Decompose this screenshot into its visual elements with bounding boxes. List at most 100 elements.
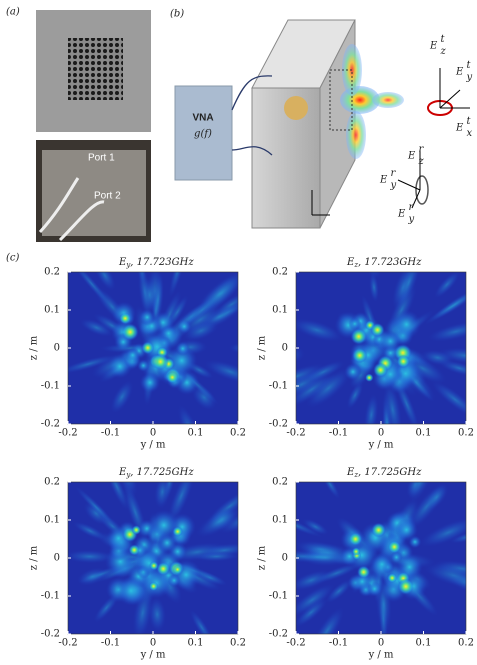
field-subscript: y: [390, 180, 397, 191]
field-subscript: y: [466, 72, 473, 83]
y-tick-label: -0.2: [269, 419, 288, 430]
x-tick-label: -0.2: [58, 638, 77, 649]
field-symbol: E: [455, 67, 464, 78]
field-superscript: t: [467, 60, 472, 71]
heatmap-peak: [365, 374, 373, 382]
heatmap-blob: [344, 363, 361, 380]
x-tick-label: -0.1: [329, 638, 348, 649]
y-tick-label: 0: [282, 553, 288, 564]
x-tick-label: 0.2: [230, 638, 246, 649]
scatterer: [284, 96, 308, 120]
x-tick-label: 0.1: [416, 638, 432, 649]
figure: (a) (b) (c) Port 1 Port 2 VNA g(f) EtzEt…: [0, 0, 477, 665]
heatmap-peak: [149, 561, 158, 570]
heatmap-peak: [373, 363, 388, 378]
heatmap-peak: [349, 532, 363, 546]
x-tick-label: -0.1: [101, 638, 120, 649]
field-superscript: r: [391, 168, 397, 179]
y-tick-label: -0.2: [41, 419, 60, 430]
heatmap-peak: [371, 523, 386, 538]
title-rest: , 17.723GHz: [358, 257, 422, 268]
heatmap-peak: [119, 312, 131, 324]
polarization-ellipse: [416, 176, 428, 204]
x-tick-label: -0.1: [329, 428, 348, 439]
field-subscript: x: [467, 128, 473, 139]
photo-metasurface: [68, 38, 123, 100]
x-tick-label: -0.2: [58, 428, 77, 439]
heatmap-peak: [166, 371, 178, 383]
radiation-lobe: [372, 92, 404, 108]
y-tick-label: -0.1: [269, 381, 288, 392]
port-label: Port 2: [94, 191, 121, 202]
y-axis-label: z / m: [29, 545, 40, 570]
heatmap-peak: [132, 525, 142, 535]
field-symbol: E: [455, 123, 464, 134]
heatmap-blob: [367, 581, 382, 596]
y-axis-label: z / m: [257, 545, 268, 570]
heatmap-peak: [398, 578, 415, 595]
title-rest: , 17.725GHz: [130, 467, 194, 478]
y-tick-label: 0.2: [272, 267, 288, 278]
chart-title: Ez, 17.725GHz: [346, 467, 422, 480]
x-tick-label: 0.2: [230, 428, 246, 439]
y-tick-label: 0.1: [44, 305, 60, 316]
x-tick-label: 0: [150, 428, 156, 439]
heatmap-peak: [397, 355, 410, 368]
heatmap-blob: [116, 576, 146, 606]
radiation-lobe: [346, 111, 366, 159]
chart-title: Ey, 17.725GHz: [118, 467, 194, 480]
y-tick-label: 0.2: [44, 267, 60, 278]
heatmap-blob: [176, 341, 190, 355]
heatmap: [265, 455, 477, 658]
heatmap-peak: [149, 581, 159, 591]
x-tick-label: 0.1: [188, 638, 204, 649]
y-axis-label: z / m: [257, 335, 268, 360]
heatmap-peak: [352, 348, 367, 363]
x-tick-label: 0: [378, 638, 384, 649]
panel-label: (c): [6, 253, 20, 264]
field-symbol: E: [407, 151, 416, 162]
x-tick-label: 0: [150, 638, 156, 649]
heatmap-peak: [172, 526, 182, 536]
vna-label: VNA: [192, 113, 213, 124]
y-tick-label: 0.1: [272, 515, 288, 526]
heatmap-peak: [357, 566, 370, 579]
title-rest: , 17.725GHz: [358, 467, 422, 478]
chart-title: Ez, 17.723GHz: [346, 257, 422, 270]
heatmap-peak: [121, 323, 138, 340]
heatmap-blob: [395, 519, 418, 542]
port-label: Port 1: [88, 153, 115, 164]
field-symbol: E: [379, 175, 388, 186]
x-tick-label: 0.1: [416, 428, 432, 439]
x-tick-label: -0.2: [286, 428, 305, 439]
x-axis-label: y / m: [368, 650, 394, 661]
heatmap-peak: [141, 341, 154, 354]
heatmap-blob: [177, 319, 192, 334]
field-subscript: z: [418, 156, 425, 167]
field-subscript: y: [408, 214, 415, 225]
heatmap-blob: [148, 510, 179, 541]
x-axis-label: y / m: [368, 440, 394, 451]
y-tick-label: -0.1: [41, 591, 60, 602]
heatmap: [264, 243, 477, 458]
heatmap-blob: [140, 372, 160, 392]
y-axis-label: z / m: [29, 335, 40, 360]
field-symbol: E: [429, 41, 438, 52]
panel-label: (b): [170, 9, 184, 20]
heatmap-peak: [370, 323, 384, 337]
y-tick-label: 0: [54, 553, 60, 564]
y-tick-label: -0.1: [41, 381, 60, 392]
field-superscript: r: [419, 144, 425, 155]
heatmap-peak: [152, 353, 169, 370]
y-tick-label: 0.1: [272, 305, 288, 316]
field-superscript: t: [441, 34, 446, 45]
panel-label: (a): [6, 7, 20, 18]
field-symbol: E: [397, 209, 406, 220]
heatmap-peak: [387, 573, 397, 583]
chart-title: Ey, 17.723GHz: [118, 257, 194, 270]
x-tick-label: 0.2: [458, 428, 474, 439]
transfer-label: g(f): [194, 129, 212, 140]
y-tick-label: -0.2: [41, 629, 60, 640]
field-superscript: t: [467, 116, 472, 127]
y-tick-label: 0.2: [44, 477, 60, 488]
